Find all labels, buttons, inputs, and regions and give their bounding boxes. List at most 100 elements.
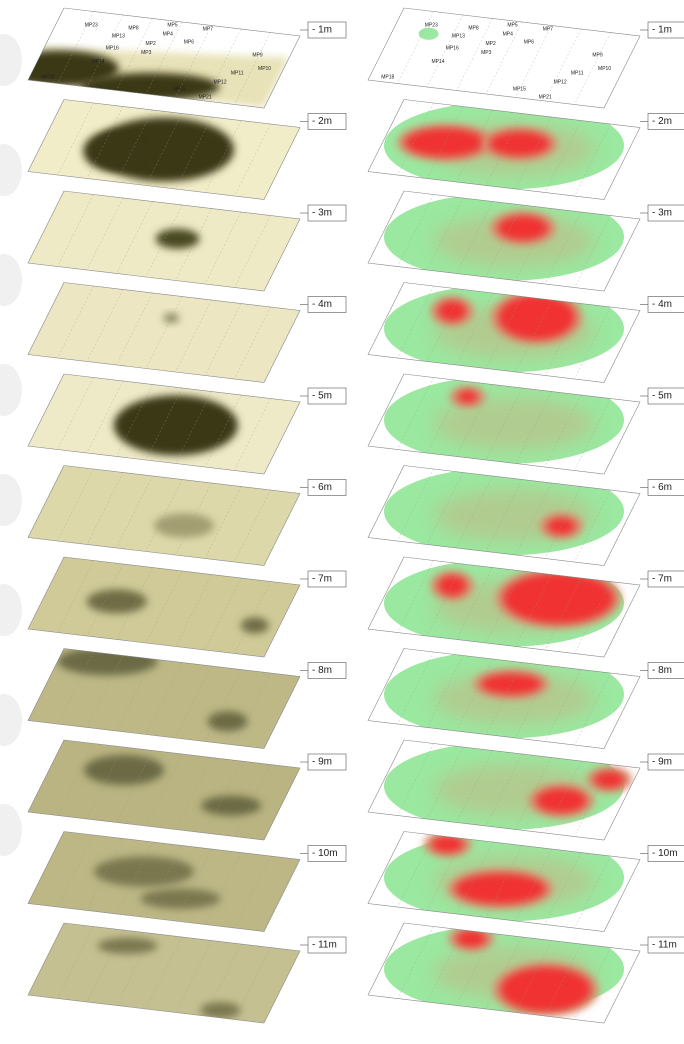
depth-slice: - 10m [368,831,684,931]
depth-label: - 5m [312,391,332,402]
depth-label: - 7m [652,574,672,585]
depth-slice: - 5m [28,374,346,474]
depth-label: - 5m [652,391,672,402]
contour-blob [114,395,238,455]
contour-blob [456,931,486,947]
depth-slice: - 10m [28,832,346,932]
depth-slice: - 6m [368,466,684,566]
depth-slice: - 2m [28,100,346,200]
point-label: MP6 [184,40,195,46]
point-label: MP5 [507,22,518,28]
point-label: MP23 [425,22,438,28]
point-label: MP4 [503,32,514,38]
contour-blob [200,1002,240,1018]
slice-body [28,647,300,748]
depth-slice: - 7m [368,557,684,657]
depth-label: - 3m [312,208,332,219]
depth-label: - 2m [652,116,672,127]
contour-blob [501,967,591,1011]
contour-blob [241,617,269,633]
figure: - 1m MP5 MP7 MP23 MP8 MP4 MP13 MP2 MP6 MP9 MP16 MP3… [0,0,684,1044]
depth-label: - 8m [312,665,332,676]
depth-slice: - 3m [28,191,346,291]
depth-label: - 11m [312,940,337,951]
point-label: MP10 [598,66,611,72]
point-label: MP4 [163,32,174,38]
depth-label: - 2m [312,116,332,127]
depth-slice: - 8m [368,649,684,749]
contour-region [419,28,439,40]
contour-blob [208,711,248,731]
depth-slice: - 8m [28,647,346,748]
depth-label: - 4m [312,299,332,310]
point-label: MP3 [481,50,492,56]
depth-label: - 8m [652,665,672,676]
slices: - 1m MP5 MP7 MP23 MP8 MP4 MP13 MP2 MP6 MP9 MP16 MP3… [0,8,684,1023]
depth-label: - 10m [312,848,338,859]
depth-slice: - 4m [368,283,684,383]
point-label: MP23 [85,22,98,28]
point-label: MP8 [128,25,139,31]
depth-slice: - 11m [28,923,346,1023]
point-label: MP21 [199,95,212,101]
depth-label: - 6m [312,482,332,493]
point-label: MP12 [554,80,567,86]
depth-slice: - 11m [368,923,684,1023]
contour-blob [140,889,220,909]
point-label: MP11 [571,70,584,76]
contour-blob [84,755,164,785]
depth-slice: - 7m [28,557,346,657]
point-label: MP5 [167,22,178,28]
point-label: MP15 [513,86,526,92]
point-label: MP10 [258,66,271,72]
depth-label: - 3m [652,208,672,219]
depth-label: - 4m [652,299,672,310]
contour-blob [432,836,464,852]
contour-blob [594,772,624,788]
point-label: MP7 [543,27,554,33]
depth-slice: - 5m [368,374,684,474]
depth-label: - 11m [652,940,677,951]
point-label: MP18 [41,75,54,81]
contour-blob [98,938,158,954]
depth-slice: - 9m [28,740,346,840]
background-decoration [0,34,22,856]
depth-slice: - 9m [368,740,684,840]
point-label: MP21 [539,95,552,101]
point-label: MP13 [112,33,125,39]
point-label: MP18 [381,75,394,81]
contour-blob [94,857,194,887]
depth-label: - 6m [652,482,672,493]
point-label: MP15 [173,86,186,92]
contour-blob [201,796,261,816]
point-label: MP16 [106,46,119,52]
point-label: MP7 [203,27,214,33]
contour-blob [458,391,478,403]
contour-blob [87,589,147,613]
depth-slice: - 1mMP5MP7MP23MP8MP4MP13MP2MP6MP9MP16MP3… [0,8,346,108]
point-label: MP8 [468,25,479,31]
contour-blob [83,131,143,171]
point-label: MP13 [452,33,465,39]
depth-label: - 1m [312,25,332,36]
point-label: MP2 [145,41,156,47]
point-label: MP14 [91,59,104,65]
contour-blob [58,647,158,675]
depth-label: - 1m [652,25,672,36]
contour-blob [498,216,548,240]
depth-slice: - 3m [368,191,684,291]
point-label: MP11 [231,70,244,76]
depth-slice: - 2m [368,100,684,200]
depth-label: - 10m [652,848,678,859]
depth-label: - 9m [652,757,672,768]
point-label: MP12 [214,80,227,86]
point-label: MP9 [592,52,603,58]
point-label: MP6 [524,40,535,46]
depth-label: - 7m [312,574,332,585]
point-label: MP2 [485,41,496,47]
point-label: MP9 [252,52,262,58]
depth-label: - 9m [312,757,332,768]
point-label: MP14 [431,59,444,65]
depth-slice: - 4m [28,283,346,383]
